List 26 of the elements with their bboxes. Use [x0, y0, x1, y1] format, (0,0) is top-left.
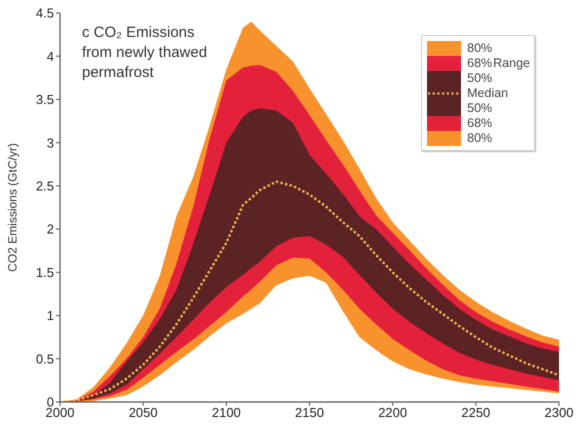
y-tick-label: 1 [46, 308, 54, 324]
x-tick-label: 2300 [544, 405, 574, 420]
legend-title: Range [493, 56, 530, 70]
text: 80% [467, 131, 492, 145]
x-tick-label: 2250 [461, 405, 490, 420]
legend-label: 68% [467, 56, 492, 70]
x-tick-label: 2050 [128, 405, 158, 420]
y-tick-label: 4.5 [36, 6, 54, 21]
x-tick-label: 2150 [295, 405, 324, 420]
text: c CO₂ Emissions from newly thawed permafrost [82, 23, 208, 83]
x-tick-label: 2100 [212, 405, 241, 420]
x-tick-label: 2200 [378, 405, 408, 420]
y-tick-label: 1.5 [36, 264, 54, 280]
text: 50% [467, 101, 492, 115]
y-tick-label: 3 [46, 135, 54, 150]
y-tick-label: 2 [46, 222, 54, 237]
text: 68% [467, 116, 492, 130]
legend-label: 50% [467, 71, 492, 86]
y-tick-label: 2.5 [36, 178, 54, 194]
legend-label: Median [467, 86, 508, 101]
y-tick-label: 3.5 [36, 92, 54, 108]
y-axis-title: CO2 Emissions (GtC/yr) [5, 143, 20, 272]
x-tick-label: 2000 [46, 405, 74, 420]
legend-label: 80% [467, 41, 492, 56]
y-tick-label: 0.5 [36, 351, 54, 366]
y-tick-label: 4 [46, 48, 54, 64]
